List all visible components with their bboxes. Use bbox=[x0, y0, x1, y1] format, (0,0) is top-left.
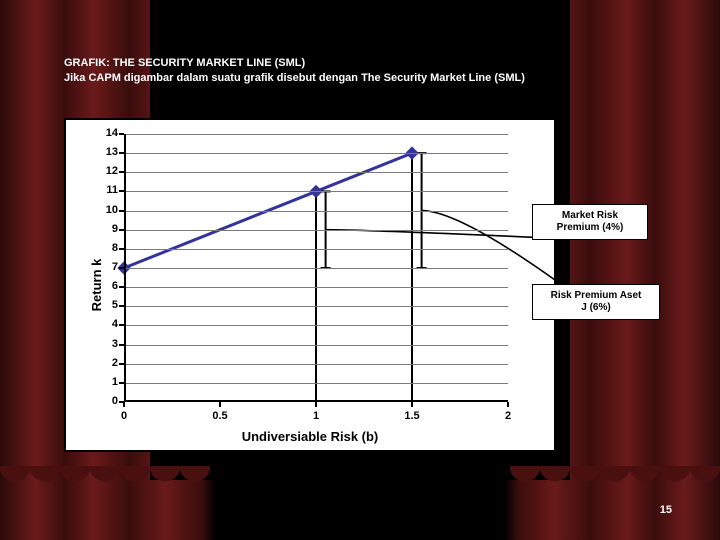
y-tick bbox=[119, 133, 124, 135]
y-tick-label: 5 bbox=[94, 299, 118, 311]
header-block: GRAFIK: THE SECURITY MARKET LINE (SML) J… bbox=[64, 56, 525, 86]
gridline bbox=[124, 153, 508, 154]
curtain-scallop-right bbox=[510, 466, 720, 500]
page-subtitle: Jika CAPM digambar dalam suatu grafik di… bbox=[64, 71, 525, 86]
gridline bbox=[124, 211, 508, 212]
plot-area: 0123456789101112131400.511.52 bbox=[124, 134, 508, 402]
x-tick bbox=[411, 402, 413, 407]
callout-line: Premium (4%) bbox=[539, 222, 641, 234]
y-tick bbox=[119, 229, 124, 231]
x-axis-label: Undiversiable Risk (b) bbox=[66, 429, 554, 444]
y-tick-label: 10 bbox=[94, 204, 118, 216]
y-tick-label: 2 bbox=[94, 357, 118, 369]
y-axis bbox=[124, 134, 126, 402]
callout-line: J (6%) bbox=[539, 302, 653, 314]
x-tick-label: 1.5 bbox=[398, 410, 426, 422]
y-tick-label: 12 bbox=[94, 165, 118, 177]
y-tick bbox=[119, 152, 124, 154]
y-tick bbox=[119, 190, 124, 192]
y-tick-label: 3 bbox=[94, 338, 118, 350]
y-tick bbox=[119, 286, 124, 288]
y-tick bbox=[119, 382, 124, 384]
y-tick-label: 1 bbox=[94, 376, 118, 388]
gridline bbox=[124, 172, 508, 173]
y-tick-label: 13 bbox=[94, 146, 118, 158]
y-tick bbox=[119, 248, 124, 250]
y-tick bbox=[119, 363, 124, 365]
callout-risk-premium-aset-j: Risk Premium Aset J (6%) bbox=[532, 284, 660, 320]
y-tick-label: 4 bbox=[94, 318, 118, 330]
y-tick bbox=[119, 305, 124, 307]
callout-market-risk-premium: Market Risk Premium (4%) bbox=[532, 204, 648, 240]
y-tick-label: 14 bbox=[94, 127, 118, 139]
gridline bbox=[124, 287, 508, 288]
gridline bbox=[124, 230, 508, 231]
y-tick-label: 9 bbox=[94, 223, 118, 235]
y-tick-label: 8 bbox=[94, 242, 118, 254]
y-tick bbox=[119, 210, 124, 212]
gridline bbox=[124, 325, 508, 326]
x-tick-label: 0 bbox=[110, 410, 138, 422]
y-tick bbox=[119, 171, 124, 173]
x-tick-label: 2 bbox=[494, 410, 522, 422]
gridline bbox=[124, 345, 508, 346]
gridline bbox=[124, 249, 508, 250]
y-tick-label: 11 bbox=[94, 184, 118, 196]
x-tick bbox=[123, 402, 125, 407]
page-title: GRAFIK: THE SECURITY MARKET LINE (SML) bbox=[64, 56, 525, 71]
gridline bbox=[124, 383, 508, 384]
y-tick-label: 7 bbox=[94, 261, 118, 273]
gridline bbox=[124, 364, 508, 365]
y-tick bbox=[119, 344, 124, 346]
y-tick-label: 0 bbox=[94, 395, 118, 407]
y-tick bbox=[119, 324, 124, 326]
x-tick bbox=[315, 402, 317, 407]
x-tick bbox=[219, 402, 221, 407]
chart-frame: Return k Undiversiable Risk (b) 01234567… bbox=[64, 118, 556, 452]
y-tick bbox=[119, 267, 124, 269]
gridline bbox=[124, 191, 508, 192]
gridline bbox=[124, 134, 508, 135]
callout-line: Risk Premium Aset bbox=[539, 290, 653, 302]
gridline bbox=[124, 268, 508, 269]
y-tick-label: 6 bbox=[94, 280, 118, 292]
curtain-scallop-left bbox=[0, 466, 210, 500]
x-tick-label: 0.5 bbox=[206, 410, 234, 422]
x-tick bbox=[507, 402, 509, 407]
x-tick-label: 1 bbox=[302, 410, 330, 422]
gridline bbox=[124, 306, 508, 307]
callout-line: Market Risk bbox=[539, 210, 641, 222]
page-number: 15 bbox=[660, 504, 672, 516]
